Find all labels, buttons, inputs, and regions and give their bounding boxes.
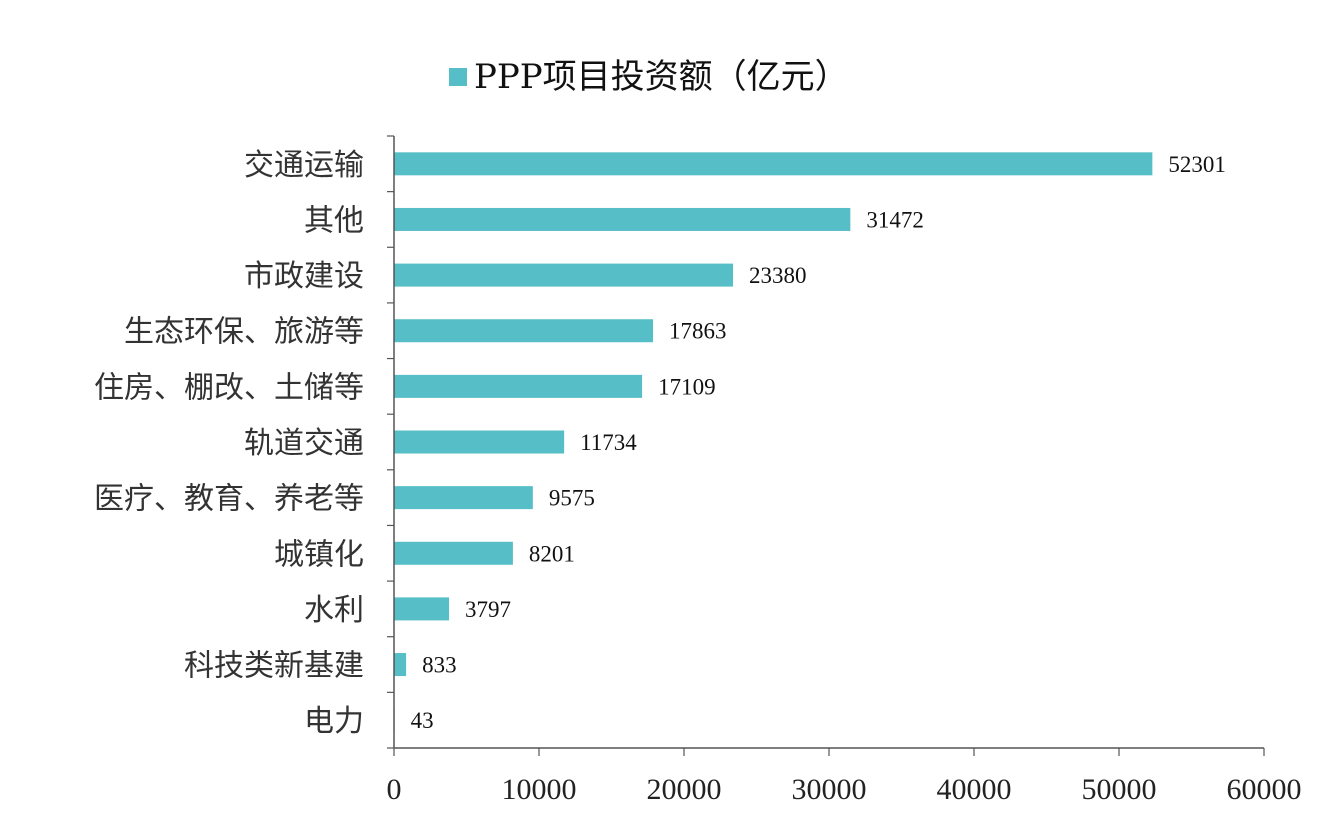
category-label: 其他	[304, 203, 364, 238]
x-tick-label: 10000	[502, 773, 577, 806]
category-label: 交通运输	[244, 148, 364, 183]
bar	[394, 374, 643, 398]
category-label: 水利	[304, 593, 364, 628]
data-label: 11734	[580, 430, 637, 455]
data-label: 17863	[669, 319, 727, 344]
bar	[394, 430, 565, 454]
bar	[394, 319, 654, 343]
bar	[394, 541, 513, 565]
category-label: 市政建设	[244, 259, 364, 294]
x-tick-label: 0	[387, 773, 402, 806]
x-tick-label: 40000	[937, 773, 1012, 806]
x-tick-label: 50000	[1082, 773, 1157, 806]
category-label: 城镇化	[274, 537, 364, 572]
data-label: 31472	[866, 207, 924, 232]
category-label: 医疗、教育、养老等	[94, 482, 364, 517]
category-label: 电力	[304, 704, 364, 739]
bar	[394, 653, 407, 677]
chart-legend: PPP项目投资额（亿元）	[449, 57, 849, 97]
category-label: 住房、棚改、土储等	[94, 370, 364, 405]
x-tick-label: 60000	[1227, 773, 1302, 806]
category-label: 轨道交通	[244, 426, 364, 461]
data-label: 9575	[549, 486, 595, 511]
data-label: 833	[422, 653, 457, 678]
x-tick-label: 30000	[792, 773, 867, 806]
bar	[394, 263, 734, 287]
legend-label: PPP项目投资额（亿元）	[474, 57, 849, 97]
data-label: 3797	[465, 597, 511, 622]
category-label: 科技类新基建	[184, 649, 364, 684]
data-label: 52301	[1168, 152, 1226, 177]
data-label: 43	[411, 708, 434, 733]
bar	[394, 207, 851, 231]
bar	[394, 597, 450, 621]
x-tick-label: 20000	[647, 773, 722, 806]
chart-axes: 0 10000 20000 30000 40000 50000 60000	[387, 135, 1302, 806]
legend-swatch	[449, 68, 467, 86]
data-label: 17109	[658, 374, 716, 399]
bar	[394, 152, 1153, 176]
chart-bars: 交通运输 52301 其他 31472 市政建设 23380 生态环保、旅游等 17863 住房…	[94, 148, 1226, 739]
data-label: 23380	[749, 263, 807, 288]
data-label: 8201	[529, 541, 575, 566]
category-label: 生态环保、旅游等	[124, 315, 364, 350]
bar	[394, 486, 533, 510]
